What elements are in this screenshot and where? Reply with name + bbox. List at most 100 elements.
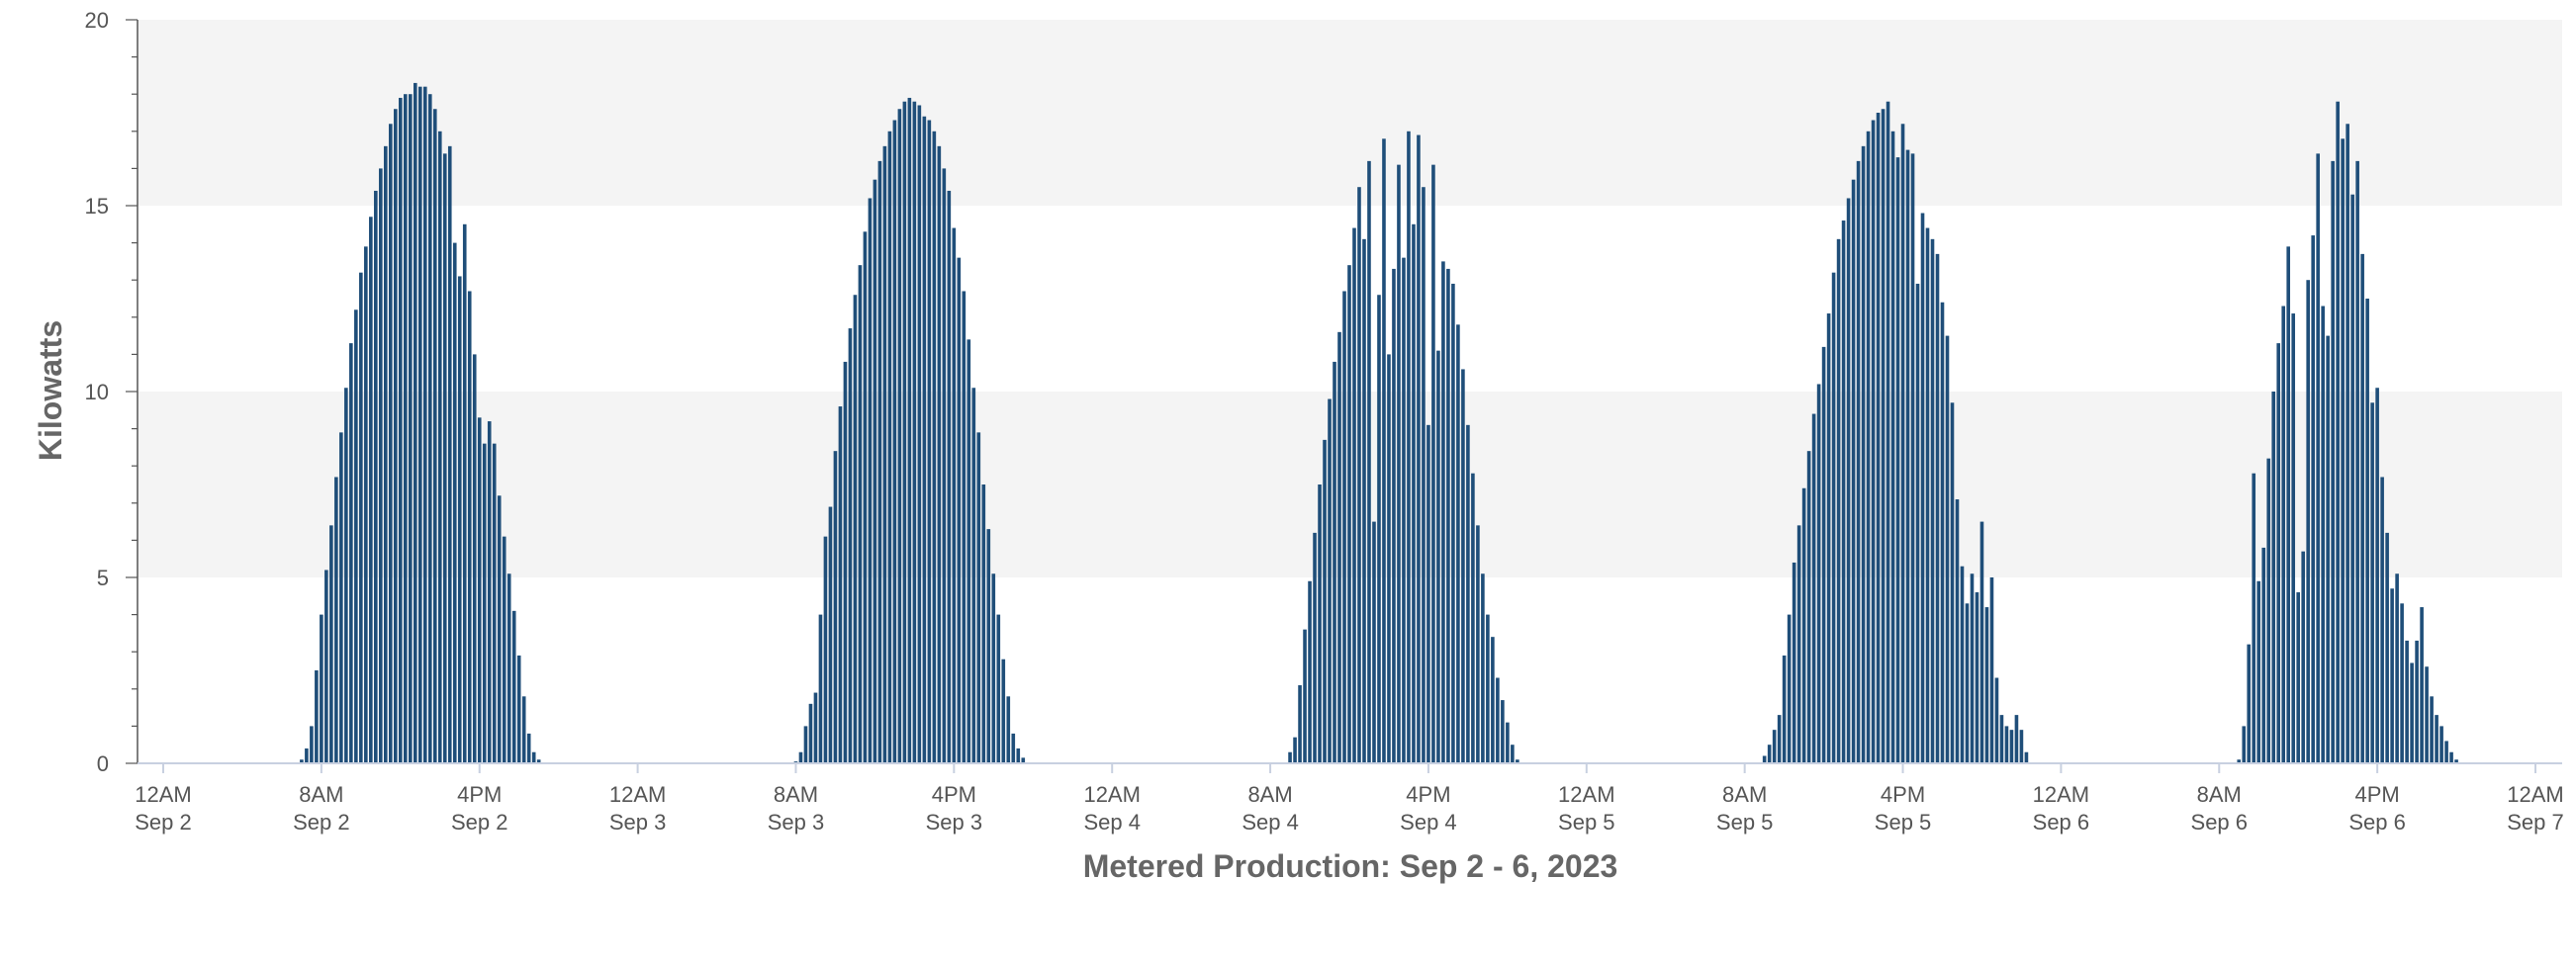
production-bar (1930, 238, 1935, 764)
production-bar (1970, 573, 1975, 763)
y-axis-ticks: 0 5 10 15 20 (85, 8, 138, 776)
production-bar (2370, 402, 2374, 763)
production-bar (1352, 227, 1356, 763)
production-bar (873, 179, 877, 763)
x-tick-time-label: 4PM (932, 782, 976, 807)
x-tick-date-label: Sep 3 (926, 810, 983, 835)
production-bar (1342, 291, 1346, 763)
production-bar (506, 573, 511, 763)
production-bar (1762, 755, 1767, 763)
production-bar (502, 536, 506, 763)
production-bar (1831, 272, 1836, 763)
production-bar (957, 257, 962, 763)
production-bar (922, 116, 927, 763)
production-bar (1866, 131, 1871, 764)
production-bar (2266, 458, 2271, 763)
production-bar (1796, 525, 1801, 763)
production-bar (349, 343, 353, 763)
production-bar (2365, 299, 2369, 763)
production-bar (848, 328, 853, 763)
production-bar (477, 417, 482, 763)
x-tick-date-label: Sep 4 (1400, 810, 1457, 835)
production-bar (1516, 759, 1519, 763)
bar-series (300, 82, 2458, 764)
production-bar (526, 733, 531, 763)
production-bar (2014, 715, 2019, 763)
production-bar (1392, 268, 1396, 763)
x-tick-time-label: 12AM (609, 782, 666, 807)
production-bar (462, 223, 467, 764)
production-bar (2395, 573, 2399, 763)
production-bar (947, 190, 952, 763)
x-tick-time-label: 8AM (1247, 782, 1292, 807)
production-bar (2311, 235, 2315, 763)
production-bar (2355, 160, 2359, 763)
production-bar (2439, 726, 2443, 763)
production-bar (487, 421, 492, 763)
production-bar (417, 86, 422, 764)
production-bar (389, 124, 393, 763)
production-bar (531, 751, 536, 763)
production-bar (1357, 187, 1361, 763)
production-bar (497, 495, 502, 763)
production-bar (1367, 160, 1371, 763)
production-bar (1881, 109, 1886, 764)
production-bar (2360, 253, 2364, 763)
x-tick-date-label: Sep 7 (2507, 810, 2564, 835)
production-bar (324, 570, 328, 763)
production-bar (808, 703, 813, 763)
production-bar (1821, 346, 1826, 763)
production-bar (932, 131, 937, 764)
production-bar (300, 759, 304, 763)
production-bar (1999, 715, 2004, 763)
production-bar (1308, 580, 1312, 763)
production-bar (1313, 532, 1317, 763)
production-bar (2385, 532, 2389, 763)
production-bar (853, 295, 858, 763)
production-bar (432, 109, 437, 764)
production-bar (976, 432, 981, 763)
x-tick-date-label: Sep 3 (609, 810, 667, 835)
production-bar (1900, 124, 1905, 763)
production-bar (1347, 265, 1351, 763)
production-bar (1787, 614, 1792, 763)
production-bar (2375, 388, 2379, 763)
production-bar (315, 670, 319, 763)
production-bar (1021, 757, 1026, 763)
production-bar (1777, 715, 1782, 763)
production-bar (1801, 487, 1806, 763)
production-bar (1496, 677, 1500, 763)
production-bar (2004, 726, 2009, 763)
production-bar (1451, 283, 1455, 763)
production-bar (1826, 313, 1831, 763)
production-bar (2444, 741, 2448, 763)
production-bar (310, 726, 314, 763)
production-bar (334, 477, 338, 763)
production-bar (320, 614, 323, 763)
production-bar (1016, 747, 1021, 763)
chart-title: Metered Production: Sep 2 - 6, 2023 (1083, 848, 1618, 884)
production-bar (868, 198, 873, 764)
production-bar (374, 190, 378, 763)
production-bar (1895, 157, 1900, 763)
production-bar (384, 145, 388, 764)
production-bar (329, 525, 333, 763)
production-bar (1920, 213, 1925, 763)
production-bar (962, 291, 966, 763)
x-tick-time-label: 12AM (2033, 782, 2089, 807)
production-bar (1456, 324, 1460, 763)
x-tick-time-label: 8AM (2197, 782, 2242, 807)
production-bar (521, 696, 526, 763)
production-bar (1965, 603, 1970, 763)
production-bar (1431, 164, 1435, 763)
production-bar (1407, 131, 1411, 764)
production-bar (2341, 138, 2345, 763)
production-bar (399, 97, 403, 763)
production-bar (927, 120, 932, 763)
production-bar (2019, 730, 2024, 763)
production-bar (427, 94, 432, 763)
production-bar (2346, 124, 2349, 763)
production-bar (877, 160, 882, 763)
production-bar (394, 109, 398, 764)
